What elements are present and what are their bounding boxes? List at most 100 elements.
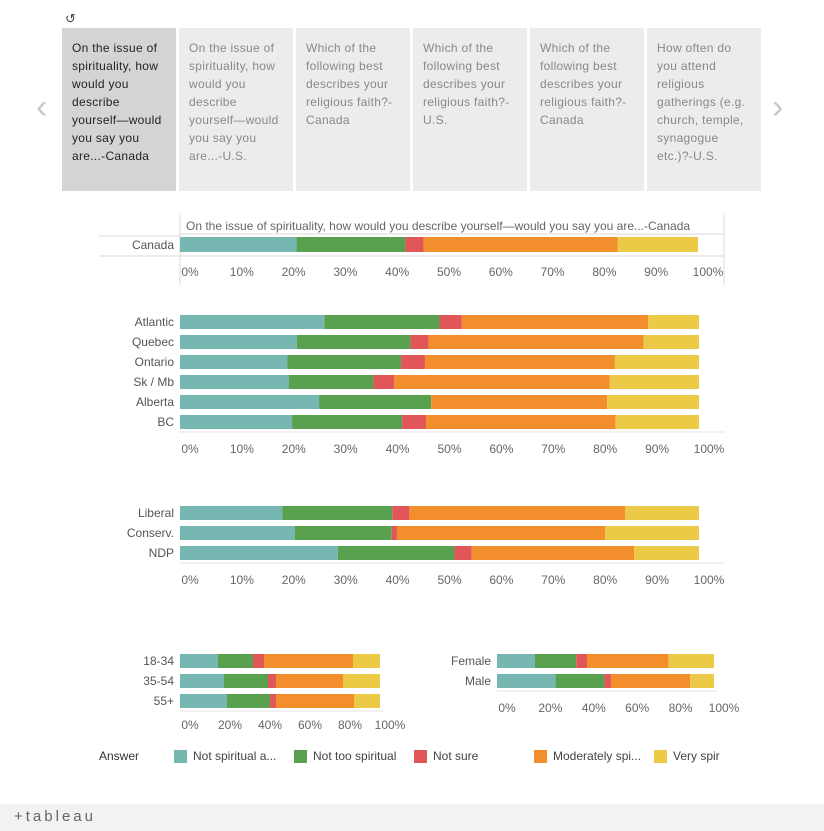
bar-segment[interactable] — [615, 415, 699, 429]
bar-segment[interactable] — [454, 546, 472, 560]
bar-segment[interactable] — [609, 375, 699, 389]
bar-segment[interactable] — [180, 355, 288, 369]
bar-segment[interactable] — [405, 237, 424, 252]
legend-item-moderately-spiritual[interactable]: Moderately spi... — [534, 749, 641, 763]
bar-segment[interactable] — [180, 654, 218, 668]
bar-segment[interactable] — [288, 375, 374, 389]
bar-segment[interactable] — [287, 355, 402, 369]
bar-segment[interactable] — [576, 654, 588, 668]
story-tab-3[interactable]: Which of the following best describes yo… — [296, 28, 410, 191]
bar-segment[interactable] — [424, 355, 615, 369]
category-label: Conserv. — [127, 526, 174, 540]
bar-segment[interactable] — [426, 415, 616, 429]
bar-segment[interactable] — [180, 526, 295, 540]
bar-segment[interactable] — [296, 237, 406, 252]
bar-segment[interactable] — [180, 315, 325, 329]
bar-segment[interactable] — [276, 694, 354, 708]
story-tab-4[interactable]: Which of the following best describes yo… — [413, 28, 527, 191]
bar-segment[interactable] — [324, 315, 440, 329]
bar-segment[interactable] — [270, 694, 276, 708]
bar-segment[interactable] — [268, 674, 276, 688]
bar-segment[interactable] — [180, 546, 338, 560]
tick-label: 80% — [592, 265, 616, 279]
bar-segment[interactable] — [224, 674, 268, 688]
bar-segment[interactable] — [410, 335, 429, 349]
bar-segment[interactable] — [353, 654, 380, 668]
bar-segment[interactable] — [180, 335, 297, 349]
bar-segment[interactable] — [497, 674, 556, 688]
bar-segment[interactable] — [409, 506, 626, 520]
bar-segment[interactable] — [180, 674, 224, 688]
category-label: Liberal — [138, 506, 174, 520]
bar-segment[interactable] — [439, 315, 462, 329]
bar-segment[interactable] — [604, 674, 611, 688]
tick-label: 30% — [333, 265, 357, 279]
bar-segment[interactable] — [218, 654, 253, 668]
bar-segment[interactable] — [555, 674, 605, 688]
story-tab-2[interactable]: On the issue of spirituality, how would … — [179, 28, 293, 191]
bar-segment[interactable] — [461, 315, 649, 329]
bar-segment[interactable] — [471, 546, 635, 560]
bar-segment[interactable] — [180, 375, 289, 389]
bar-segment[interactable] — [180, 237, 297, 252]
bar-segment[interactable] — [428, 335, 644, 349]
bar-segment[interactable] — [431, 395, 608, 409]
bar-segment[interactable] — [282, 506, 393, 520]
tableau-logo[interactable]: +tableau — [14, 808, 96, 825]
bar-segment[interactable] — [402, 415, 427, 429]
bar-segment[interactable] — [396, 526, 606, 540]
bar-segment[interactable] — [337, 546, 455, 560]
bar-segment[interactable] — [292, 415, 403, 429]
bar-segment[interactable] — [648, 315, 699, 329]
legend-label: Not sure — [433, 749, 479, 763]
tick-label: 0% — [181, 573, 199, 587]
tick-label: 20% — [282, 265, 306, 279]
legend-item-not-spiritual[interactable]: Not spiritual a... — [174, 749, 276, 763]
bar-segment[interactable] — [296, 335, 411, 349]
bar-segment[interactable] — [319, 395, 432, 409]
bar-segment[interactable] — [180, 506, 283, 520]
bar-segment[interactable] — [607, 395, 699, 409]
bar-segment[interactable] — [392, 506, 410, 520]
bar-segment[interactable] — [354, 694, 380, 708]
bar-segment[interactable] — [423, 237, 618, 252]
bar-segment[interactable] — [264, 654, 353, 668]
story-tab-1[interactable]: On the issue of spirituality, how would … — [62, 28, 176, 191]
prev-arrow-icon[interactable]: ‹ — [36, 88, 48, 126]
bar-segment[interactable] — [394, 375, 610, 389]
bar-segment[interactable] — [401, 355, 425, 369]
legend-item-not-too-spiritual[interactable]: Not too spiritual — [294, 749, 396, 763]
legend-item-not-sure[interactable]: Not sure — [414, 749, 478, 763]
bar-segment[interactable] — [668, 654, 714, 668]
bar-segment[interactable] — [180, 395, 320, 409]
tick-label: 40% — [385, 265, 409, 279]
bar-segment[interactable] — [343, 674, 380, 688]
story-tab-6[interactable]: How often do you attend religious gather… — [647, 28, 761, 191]
revert-icon[interactable]: ↺ — [65, 11, 76, 26]
bar-segment[interactable] — [634, 546, 699, 560]
bar-segment[interactable] — [373, 375, 395, 389]
story-tab-5[interactable]: Which of the following best describes yo… — [530, 28, 644, 191]
bar-segment[interactable] — [643, 335, 699, 349]
bar-segment[interactable] — [534, 654, 577, 668]
bar-segment[interactable] — [180, 694, 227, 708]
bar-segment[interactable] — [294, 526, 392, 540]
bar-segment[interactable] — [497, 654, 535, 668]
legend-item-very-spiritual[interactable]: Very spir — [654, 749, 720, 763]
bar-segment[interactable] — [253, 654, 264, 668]
bar-segment[interactable] — [276, 674, 343, 688]
bar-segment[interactable] — [617, 237, 698, 252]
tick-label: 20% — [282, 573, 306, 587]
bar-segment[interactable] — [610, 674, 691, 688]
next-arrow-icon[interactable]: › — [772, 88, 784, 126]
category-label: Ontario — [135, 355, 175, 369]
bar-segment[interactable] — [690, 674, 714, 688]
bar-segment[interactable] — [614, 355, 699, 369]
bar-segment[interactable] — [227, 694, 270, 708]
bar-segment[interactable] — [391, 526, 397, 540]
bar-segment[interactable] — [625, 506, 699, 520]
bar-segment[interactable] — [605, 526, 699, 540]
bar-segment[interactable] — [180, 415, 293, 429]
bar-segment[interactable] — [587, 654, 669, 668]
tick-label: 0% — [181, 442, 199, 456]
